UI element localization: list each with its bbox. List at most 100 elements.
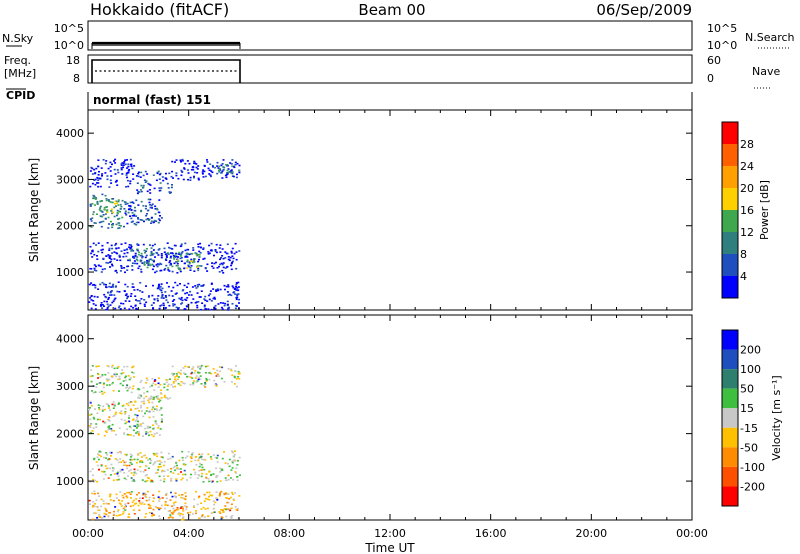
range-gate-cell [103,283,106,285]
range-gate-cell [109,170,112,172]
range-gate-cell [109,494,112,496]
range-gate-cell [184,365,187,368]
range-gate-cell [173,258,176,260]
range-gate-cell [144,251,147,254]
range-gate-cell [171,495,174,498]
range-gate-cell [150,250,153,253]
range-gate-cell [222,302,225,304]
range-gate-cell [146,259,149,262]
range-gate-cell [145,465,148,468]
range-gate-cell [173,244,176,247]
range-gate-cell [169,397,172,399]
range-gate-cell [105,509,108,511]
range-gate-cell [158,248,161,250]
range-gate-cell [212,500,215,502]
range-gate-cell [114,181,117,183]
range-gate-cell [129,493,132,495]
range-gate-cell [231,451,234,453]
range-gate-cell [149,398,152,401]
range-gate-cell [92,300,95,302]
range-gate-cell [202,248,205,250]
range-gate-cell [163,461,166,463]
range-gate-cell [221,170,224,172]
range-gate-cell [129,158,132,161]
range-gate-cell [136,192,139,195]
range-gate-cell [197,165,200,167]
range-gate-cell [218,375,220,377]
range-gate-cell [131,459,134,461]
range-gate-cell [113,160,115,162]
range-gate-cell [200,364,203,367]
range-gate-cell [179,270,182,273]
range-gate-cell [208,480,211,483]
range-gate-cell [197,260,200,263]
range-gate-cell [151,254,154,256]
range-gate-cell [152,396,154,399]
range-gate-cell [96,464,99,467]
range-gate-cell [183,168,186,170]
range-gate-cell [137,387,140,390]
range-gate-cell [238,456,241,459]
range-gate-cell [196,266,199,268]
range-gate-cell [155,270,158,273]
range-gate-cell [142,402,145,404]
range-gate-cell [148,397,151,400]
range-gate-cell [148,458,151,460]
range-gate-cell [186,267,189,269]
range-gate-cell [224,477,227,479]
range-gate-cell [195,463,198,466]
range-gate-cell [153,389,156,391]
range-gate-cell [216,172,219,175]
range-gate-cell [131,283,134,285]
range-gate-cell [98,407,100,409]
range-gate-cell [153,514,155,516]
range-gate-cell [126,269,129,271]
range-gate-cell [231,461,234,464]
range-gate-cell [132,385,135,387]
range-gate-cell [187,248,190,251]
power-ylabel: Slant Range [km] [27,158,41,262]
range-gate-cell [184,255,187,258]
range-gate-cell [111,163,113,166]
range-gate-cell [234,307,237,310]
range-gate-cell [158,187,161,189]
range-gate-cell [88,499,91,502]
range-gate-cell [196,477,199,479]
range-gate-cell [110,294,113,296]
range-gate-cell [138,500,141,502]
range-gate-cell [150,395,153,398]
range-gate-cell [99,283,102,286]
range-gate-cell [91,518,94,521]
range-gate-cell [147,182,150,185]
range-gate-cell [91,217,94,219]
range-gate-cell [149,426,152,429]
range-gate-cell [191,513,194,515]
range-gate-cell [90,369,93,371]
range-gate-cell [193,270,196,272]
range-gate-cell [88,283,91,286]
range-gate-cell [224,505,227,507]
range-gate-cell [92,195,95,197]
range-gate-cell [132,404,135,406]
range-gate-cell [154,243,156,246]
range-gate-cell [182,459,185,462]
range-gate-cell [127,475,130,477]
range-gate-cell [95,499,98,501]
range-gate-cell [160,504,163,507]
range-gate-cell [210,372,213,375]
range-gate-cell [97,458,100,461]
range-gate-cell [222,166,225,168]
range-gate-cell [169,470,172,473]
range-gate-cell [230,268,233,271]
velocity-colorbar-tick: 15 [740,402,754,415]
range-gate-cell [152,494,155,496]
range-gate-cell [171,365,174,368]
range-gate-cell [170,467,173,470]
range-gate-cell [107,372,110,374]
range-gate-cell [128,425,131,428]
range-gate-cell [236,479,239,481]
range-gate-cell [96,200,99,203]
range-gate-cell [135,221,138,224]
range-gate-cell [140,271,143,273]
range-gate-cell [179,269,182,271]
